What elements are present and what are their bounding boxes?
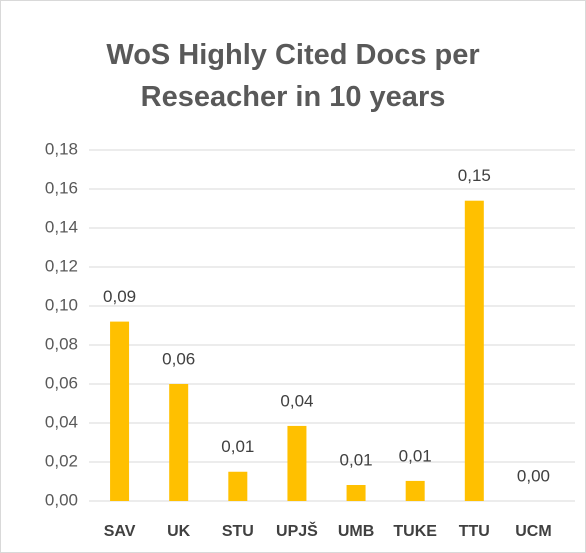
x-tick-label: SAV (104, 523, 136, 540)
y-tick-label: 0,16 (45, 178, 78, 197)
y-tick-label: 0,08 (45, 334, 78, 353)
x-tick-label: UCM (515, 523, 551, 540)
y-tick-label: 0,06 (45, 373, 78, 392)
value-label: 0,04 (280, 391, 313, 410)
value-label: 0,06 (162, 349, 195, 368)
value-label: 0,09 (103, 287, 136, 306)
bar (110, 321, 130, 501)
value-label: 0,00 (517, 466, 550, 485)
x-tick-label: UK (167, 523, 191, 540)
x-tick-label: STU (222, 523, 254, 540)
y-tick-label: 0,02 (45, 451, 78, 470)
x-tick-label: TUKE (393, 523, 437, 540)
chart-title: WoS Highly Cited Docs per Reseacher in 1… (106, 39, 480, 113)
y-tick-label: 0,04 (45, 412, 78, 431)
y-tick-label: 0,12 (45, 256, 78, 275)
x-tick-label: UPJŠ (276, 521, 318, 540)
bar (464, 200, 484, 501)
y-tick-label: 0,14 (45, 217, 78, 236)
value-label: 0,01 (221, 437, 254, 456)
x-tick-label: UMB (338, 523, 374, 540)
bar (287, 425, 307, 501)
bar (405, 480, 425, 501)
x-tick-label: TTU (459, 523, 490, 540)
value-label: 0,15 (458, 166, 491, 185)
bar (346, 485, 366, 501)
value-label: 0,01 (340, 450, 373, 469)
y-tick-label: 0,00 (45, 490, 78, 509)
value-label: 0,01 (399, 446, 432, 465)
bar (169, 384, 189, 501)
y-tick-label: 0,18 (45, 139, 78, 158)
y-tick-label: 0,10 (45, 295, 78, 314)
bar (228, 471, 248, 501)
